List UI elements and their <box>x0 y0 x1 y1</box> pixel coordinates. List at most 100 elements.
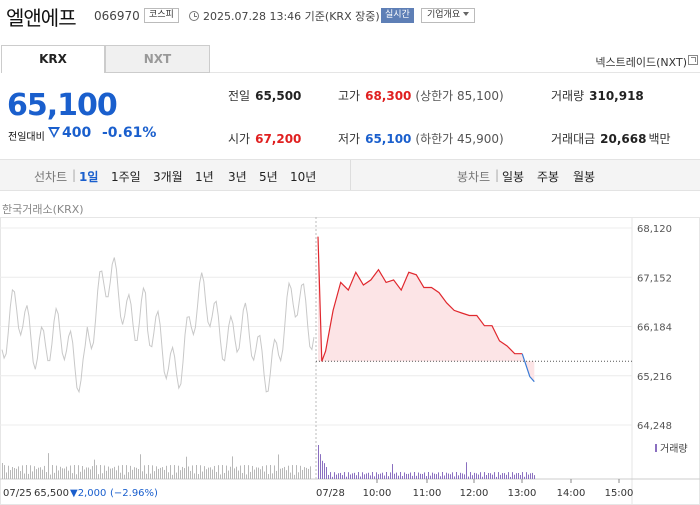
today-price-line-down <box>521 353 535 383</box>
volume-bar <box>384 475 385 479</box>
candle-daily[interactable]: 일봉 <box>502 170 525 184</box>
tab-nxt[interactable]: NXT <box>105 45 210 73</box>
intraday-price-chart[interactable]: 68,120 67,152 66,184 65,216 64,248 거래량 07/28 10… <box>0 217 700 505</box>
volume-bar <box>510 476 511 479</box>
volume-bar <box>394 473 395 479</box>
period-10y[interactable]: 10년 <box>290 170 317 184</box>
volume-bar <box>6 472 7 479</box>
x-tick-label: 10:00 <box>363 488 392 499</box>
volume-bar <box>330 472 331 479</box>
volume-bar <box>412 475 413 479</box>
period-3y[interactable]: 3년 <box>228 170 247 184</box>
volume-bar <box>156 466 157 479</box>
volume-bar <box>186 456 187 479</box>
stock-header: 엘앤에프 066970 코스피 2025.07.28 13:46 기준(KRX … <box>0 0 700 32</box>
volume-bar <box>492 474 493 479</box>
volume-bar <box>22 465 23 479</box>
volume-bar <box>282 468 283 479</box>
volume-bar <box>40 467 41 479</box>
period-1y[interactable]: 1년 <box>195 170 214 184</box>
external-link-icon[interactable] <box>688 55 698 65</box>
volume-legend-swatch <box>655 444 657 452</box>
volume-bar <box>210 467 211 479</box>
volume-bar <box>10 470 11 479</box>
volume-bar <box>120 472 121 479</box>
volume-bar <box>104 465 105 479</box>
volume-bar <box>204 466 205 479</box>
stat-label: 시가 <box>228 132 251 146</box>
volume-bar <box>234 468 235 479</box>
volume-bar <box>354 472 355 479</box>
volume-bar <box>106 470 107 479</box>
nextrade-link[interactable]: 넥스트레이드(NXT) <box>595 56 687 69</box>
volume-bar <box>348 472 349 479</box>
volume-bar <box>92 466 93 479</box>
volume-bar <box>88 467 89 479</box>
stat-low: 저가 65,100 (하한가 45,900) <box>338 130 504 147</box>
x-tick-label: 11:00 <box>413 488 442 499</box>
volume-bar <box>196 465 197 479</box>
volume-bar <box>468 476 469 479</box>
volume-bar <box>430 475 431 479</box>
volume-bar <box>152 465 153 479</box>
volume-bar <box>334 472 335 479</box>
period-3m[interactable]: 3개월 <box>153 170 183 184</box>
company-overview-button[interactable]: 기업개요 <box>421 8 476 23</box>
volume-bar <box>242 472 243 479</box>
volume-bar <box>166 465 167 479</box>
volume-bar <box>66 466 67 479</box>
volume-bar <box>56 465 57 479</box>
volume-bar <box>388 476 389 479</box>
period-1w[interactable]: 1주일 <box>111 170 141 184</box>
volume-bar <box>480 472 481 479</box>
volume-bar <box>422 473 423 479</box>
volume-bar <box>86 467 87 479</box>
volume-bar <box>154 471 155 479</box>
volume-bar <box>518 472 519 479</box>
volume-bar <box>516 473 517 479</box>
volume-bar <box>276 470 277 479</box>
volume-bar <box>378 474 379 479</box>
volume-bar <box>364 474 365 479</box>
volume-bar <box>36 469 37 479</box>
stat-value: 20,668 <box>600 132 647 146</box>
volume-bar <box>98 474 99 479</box>
volume-bar <box>122 465 123 479</box>
volume-bar <box>268 474 269 479</box>
volume-bar <box>530 473 531 479</box>
volume-bar <box>320 454 321 479</box>
realtime-button[interactable]: 실시간 <box>381 8 414 23</box>
volume-bar <box>82 466 83 479</box>
candle-weekly[interactable]: 주봉 <box>537 170 560 184</box>
prev-day-date: 07/25 <box>3 488 32 499</box>
line-chart-caption: 선차트 <box>34 170 68 184</box>
volume-bar <box>74 465 75 479</box>
volume-bar <box>222 465 223 479</box>
price-area-fill <box>318 236 535 382</box>
volume-bar <box>532 472 533 479</box>
volume-bar <box>324 463 325 479</box>
volume-bar <box>326 467 327 479</box>
volume-bar <box>442 472 443 479</box>
volume-bar <box>322 460 323 479</box>
tab-krx[interactable]: KRX <box>1 45 105 73</box>
chart-source-label: 한국거래소(KRX) <box>2 203 84 216</box>
volume-bar <box>140 454 141 479</box>
volume-bar <box>142 471 143 479</box>
volume-bar <box>190 470 191 479</box>
volume-bar <box>396 472 397 479</box>
volume-bar <box>208 467 209 479</box>
volume-bar <box>44 465 45 479</box>
volume-bar <box>458 475 459 479</box>
stat-volume: 거래량 310,918 <box>551 87 644 104</box>
volume-bar <box>158 468 159 479</box>
separator: | <box>72 168 77 182</box>
volume-bar <box>260 469 261 479</box>
candle-monthly[interactable]: 월봉 <box>573 170 596 184</box>
period-5y[interactable]: 5년 <box>259 170 278 184</box>
volume-bar <box>304 467 305 479</box>
period-1d[interactable]: 1일 <box>79 170 99 184</box>
volume-bar <box>418 472 419 479</box>
volume-bar <box>464 474 465 479</box>
volume-bar <box>182 466 183 479</box>
